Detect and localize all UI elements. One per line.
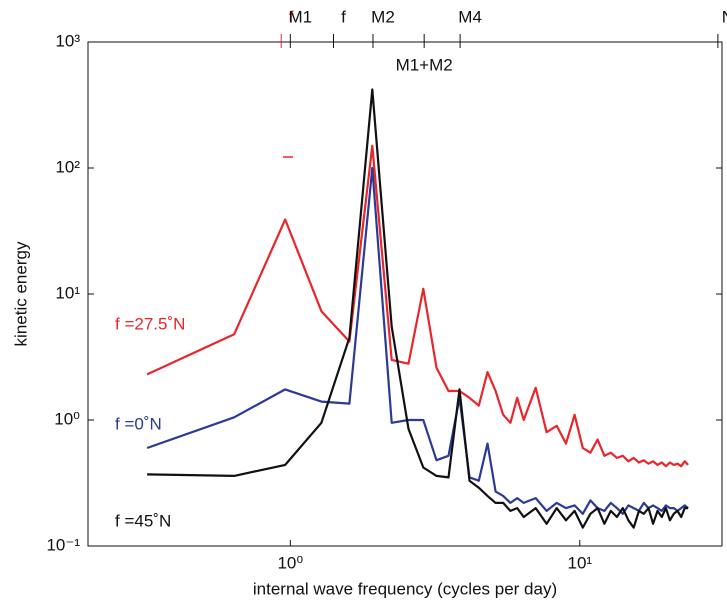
y-axis-label: kinetic energy bbox=[11, 241, 30, 346]
top-marker-label: M2 bbox=[371, 7, 395, 26]
series-label: f =27.5˚N bbox=[115, 314, 185, 333]
x-axis-label: internal wave frequency (cycles per day) bbox=[253, 579, 557, 598]
plot-frame bbox=[87, 41, 723, 547]
top-marker-label: M4 bbox=[458, 7, 482, 26]
x-tick-label: 10¹ bbox=[567, 553, 592, 572]
series-label: f =45˚N bbox=[115, 511, 171, 530]
top-marker-label: f bbox=[341, 7, 346, 26]
top-marker-label: M1+M2 bbox=[396, 55, 453, 74]
top-marker-label: M1 bbox=[289, 7, 313, 26]
x-tick-label: 10⁰ bbox=[277, 553, 303, 572]
y-tick-label: 10⁻¹ bbox=[46, 535, 80, 554]
top-marker-label: N bbox=[722, 7, 727, 26]
series-line bbox=[146, 144, 689, 468]
y-tick-label: 10² bbox=[55, 157, 80, 176]
series-label: f =0˚N bbox=[115, 414, 162, 433]
series-line bbox=[147, 88, 689, 529]
series-line bbox=[146, 166, 689, 515]
y-tick-label: 10¹ bbox=[55, 283, 80, 302]
y-tick-label: 10³ bbox=[55, 31, 80, 50]
y-tick-label: 10⁰ bbox=[54, 409, 80, 428]
top-marker-label: f bbox=[289, 7, 294, 26]
